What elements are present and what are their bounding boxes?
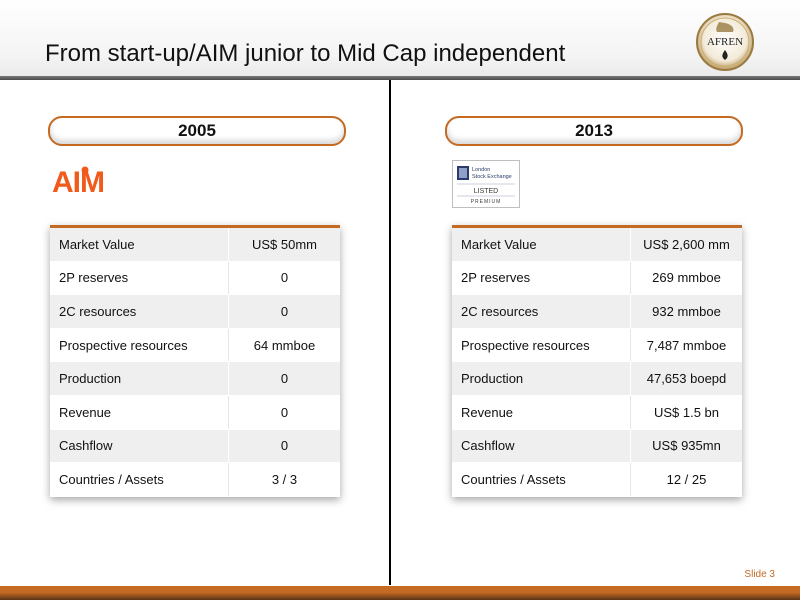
row-value: 0 xyxy=(228,261,340,295)
row-label: Cashflow xyxy=(461,438,515,454)
row-value: 0 xyxy=(228,362,340,395)
row-label: Revenue xyxy=(59,404,112,420)
lse-premium-logo: London Stock Exchange LISTED PREMIUM xyxy=(452,160,520,208)
row-value: 0 xyxy=(228,295,340,328)
table-row: 2P reserves 0 xyxy=(50,261,340,296)
table-row: Production 0 xyxy=(50,362,340,396)
table-row: 2C resources 932 mmboe xyxy=(452,295,742,329)
metrics-table-2005: Market Value US$ 50mm 2P reserves 0 2C r… xyxy=(50,225,340,497)
row-value: US$ 1.5 bn xyxy=(630,395,742,429)
row-label: 2C resources xyxy=(59,303,137,319)
slide-header xyxy=(0,0,800,80)
row-value: 12 / 25 xyxy=(630,463,742,496)
aim-logo-text: AIM xyxy=(52,166,104,197)
row-label: Production xyxy=(59,371,122,387)
row-value: 269 mmboe xyxy=(630,261,742,295)
row-value: US$ 50mm xyxy=(228,228,340,261)
table-row: Cashflow US$ 935mn xyxy=(452,429,742,464)
lse-line-3: LISTED xyxy=(474,188,499,195)
header-rule xyxy=(0,76,800,80)
lse-line-4: PREMIUM xyxy=(471,199,502,205)
table-row: Revenue US$ 1.5 bn xyxy=(452,395,742,430)
row-value: 3 / 3 xyxy=(228,463,340,496)
row-value: 0 xyxy=(228,429,340,463)
row-label: Production xyxy=(461,371,524,387)
row-value: 47,653 boepd xyxy=(630,362,742,395)
row-label: Prospective resources xyxy=(59,337,188,353)
panel-divider xyxy=(389,80,391,585)
table-row: 2P reserves 269 mmboe xyxy=(452,261,742,296)
afren-logo: AFREN xyxy=(696,13,754,71)
table-row: Countries / Assets 3 / 3 xyxy=(50,463,340,497)
row-label: Market Value xyxy=(59,236,135,252)
table-row: 2C resources 0 xyxy=(50,295,340,329)
row-label: Countries / Assets xyxy=(461,471,566,487)
footer-bar xyxy=(0,586,800,600)
afren-logo-text: AFREN xyxy=(707,36,743,48)
row-value: US$ 935mn xyxy=(630,429,742,463)
table-row: Market Value US$ 2,600 mm xyxy=(452,228,742,262)
row-label: 2P reserves xyxy=(461,270,531,286)
row-value: 7,487 mmboe xyxy=(630,328,742,362)
row-label: Countries / Assets xyxy=(59,471,164,487)
row-value: US$ 2,600 mm xyxy=(630,228,742,261)
table-row: Countries / Assets 12 / 25 xyxy=(452,463,742,497)
row-value: 64 mmboe xyxy=(228,328,340,362)
row-label: Prospective resources xyxy=(461,337,590,353)
table-row: Revenue 0 xyxy=(50,395,340,430)
row-label: Market Value xyxy=(461,236,537,252)
lse-line-1: London xyxy=(472,167,490,173)
table-row: Cashflow 0 xyxy=(50,429,340,464)
slide-title: From start-up/AIM junior to Mid Cap inde… xyxy=(45,40,566,67)
aim-logo: AIM xyxy=(52,166,105,197)
row-label: 2C resources xyxy=(461,303,539,319)
metrics-table-2013: Market Value US$ 2,600 mm 2P reserves 26… xyxy=(452,225,742,497)
year-pill-2013: 2013 xyxy=(445,116,743,146)
row-label: 2P reserves xyxy=(59,270,129,286)
lse-line-2: Stock Exchange xyxy=(472,174,512,180)
table-row: Prospective resources 64 mmboe xyxy=(50,328,340,363)
year-label: 2005 xyxy=(178,121,216,140)
slide-number: Slide 3 xyxy=(744,569,775,580)
row-label: Revenue xyxy=(461,404,514,420)
table-row: Market Value US$ 50mm xyxy=(50,228,340,262)
table-row: Prospective resources 7,487 mmboe xyxy=(452,328,742,363)
row-label: Cashflow xyxy=(59,438,113,454)
row-value: 932 mmboe xyxy=(630,295,742,328)
table-row: Production 47,653 boepd xyxy=(452,362,742,396)
row-value: 0 xyxy=(228,395,340,429)
year-label: 2013 xyxy=(575,121,613,140)
year-pill-2005: 2005 xyxy=(48,116,346,146)
